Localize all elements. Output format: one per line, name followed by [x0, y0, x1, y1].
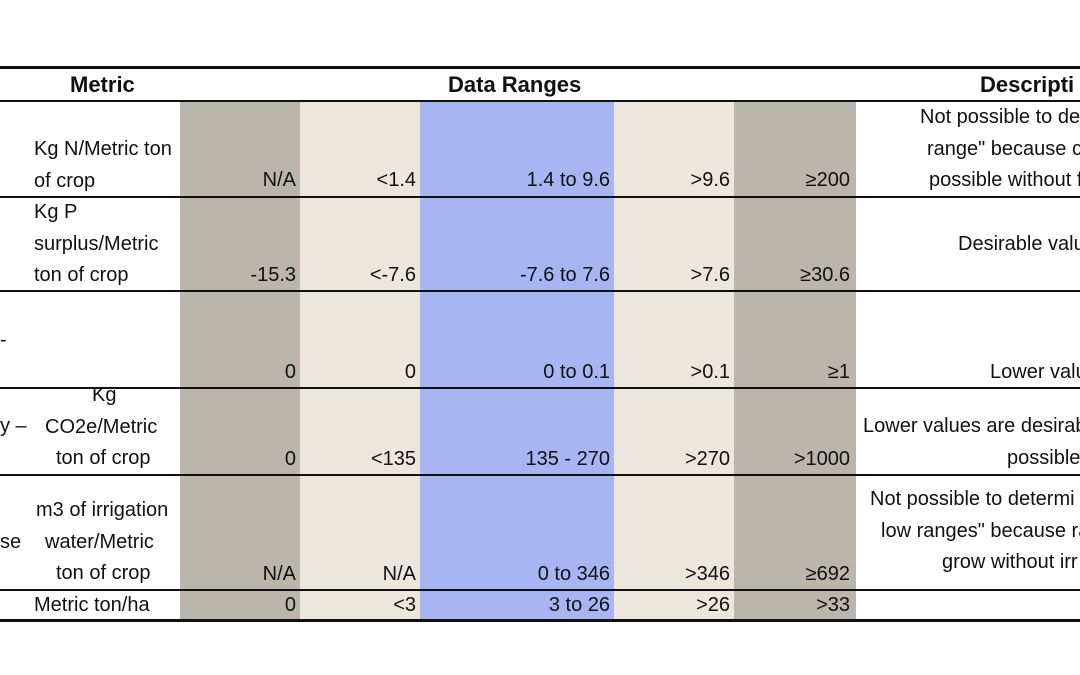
- header-bottom-border: [0, 100, 1080, 102]
- table-bottom-border: [0, 619, 1080, 622]
- table-row-unit: Metric ton/ha: [34, 590, 150, 622]
- value-na: N/A: [262, 563, 296, 585]
- description-line: range" because c: [927, 137, 1080, 160]
- unit-line: Metric ton/ha: [34, 594, 150, 616]
- description: Not possible to determi low ranges" beca…: [870, 484, 1080, 579]
- value-high: >346: [684, 563, 730, 585]
- unit-line: water/Metric: [45, 530, 154, 553]
- value-low: <3: [393, 594, 416, 616]
- header-metric: Metric: [70, 72, 135, 97]
- value-very-high: ≥1: [827, 361, 850, 383]
- description-line: possible: [1007, 446, 1080, 469]
- row-divider: [0, 387, 1080, 389]
- description-line: Lower values are desirab: [863, 415, 1080, 437]
- value-very-high: >33: [816, 594, 850, 616]
- column-fill-low: [300, 102, 420, 620]
- row-divider: [0, 290, 1080, 292]
- unit-line: Kg: [92, 384, 117, 406]
- unit-line: Kg P: [34, 201, 78, 223]
- description-line: possible without f: [929, 169, 1080, 191]
- unit-line: ton of crop: [34, 264, 129, 286]
- description-line: grow without irr: [942, 551, 1078, 573]
- value-low: <135: [370, 448, 416, 470]
- column-fill-na: [180, 102, 300, 620]
- table-top-border: [0, 66, 1080, 69]
- row-divider: [0, 589, 1080, 591]
- description: Lower valu: [990, 357, 1080, 389]
- table-row-label-fragment: y –: [0, 415, 27, 437]
- header-data-ranges: Data Ranges: [448, 72, 582, 97]
- row-divider: [0, 474, 1080, 476]
- value-high: >270: [684, 448, 730, 470]
- description: Desirable valu: [958, 229, 1080, 261]
- value-very-high: ≥30.6: [800, 264, 850, 286]
- unit-line: ton of crop: [56, 447, 151, 469]
- table-row-unit: m3 of irrigation water/Metric ton of cro…: [36, 495, 168, 590]
- unit-line: of crop: [34, 169, 96, 192]
- table-row-label-fragment: se: [0, 531, 22, 553]
- description: Lower values are desirab possible: [863, 411, 1080, 474]
- table-row-label-fragment: -: [0, 329, 7, 351]
- value-desirable: 135 - 270: [525, 448, 610, 470]
- value-na: 0: [284, 594, 296, 616]
- value-na: -15.3: [250, 264, 296, 286]
- unit-line: ton of crop: [56, 562, 151, 584]
- column-fill-high: [614, 102, 734, 620]
- header-description: Descripti: [980, 72, 1075, 97]
- table-row-unit: Kg P surplus/Metric ton of crop: [34, 197, 158, 292]
- unit-line: surplus/Metric: [34, 232, 159, 255]
- value-desirable: 1.4 to 9.6: [526, 169, 610, 191]
- description: Not possible to det range" because c pos…: [920, 102, 1080, 197]
- value-na: 0: [284, 448, 296, 470]
- column-fill-desirable: [420, 102, 614, 620]
- value-high: >9.6: [690, 169, 730, 191]
- value-very-high: >1000: [793, 448, 850, 470]
- description-line: Not possible to det: [920, 106, 1080, 128]
- description-line: low ranges" because ra: [881, 519, 1080, 542]
- value-low: <-7.6: [369, 264, 416, 286]
- value-very-high: ≥200: [805, 169, 850, 191]
- row-divider: [0, 196, 1080, 198]
- value-desirable: 3 to 26: [548, 594, 610, 616]
- value-low: <1.4: [376, 169, 416, 191]
- description-line: Desirable valu: [958, 233, 1080, 255]
- value-desirable: 0 to 0.1: [543, 361, 610, 383]
- unit-line: CO2e/Metric: [45, 415, 158, 438]
- value-na: N/A: [262, 169, 296, 191]
- value-na: 0: [284, 361, 296, 383]
- description-line: Lower valu: [990, 361, 1080, 383]
- unit-line: m3 of irrigation: [36, 499, 169, 521]
- value-low: N/A: [382, 563, 416, 585]
- column-fill-very-high: [734, 102, 856, 620]
- value-very-high: ≥692: [805, 563, 850, 585]
- value-low: 0: [404, 361, 416, 383]
- value-high: >26: [696, 594, 730, 616]
- table-row-unit: Kg N/Metric ton of crop: [34, 134, 172, 197]
- description-line: Not possible to determi: [870, 488, 1075, 510]
- table-row-unit: Kg CO2e/Metric ton of crop: [34, 380, 157, 475]
- value-desirable: -7.6 to 7.6: [519, 264, 610, 286]
- unit-line: Kg N/Metric ton: [34, 138, 172, 160]
- value-desirable: 0 to 346: [537, 563, 610, 585]
- value-high: >0.1: [690, 361, 730, 383]
- value-high: >7.6: [690, 264, 730, 286]
